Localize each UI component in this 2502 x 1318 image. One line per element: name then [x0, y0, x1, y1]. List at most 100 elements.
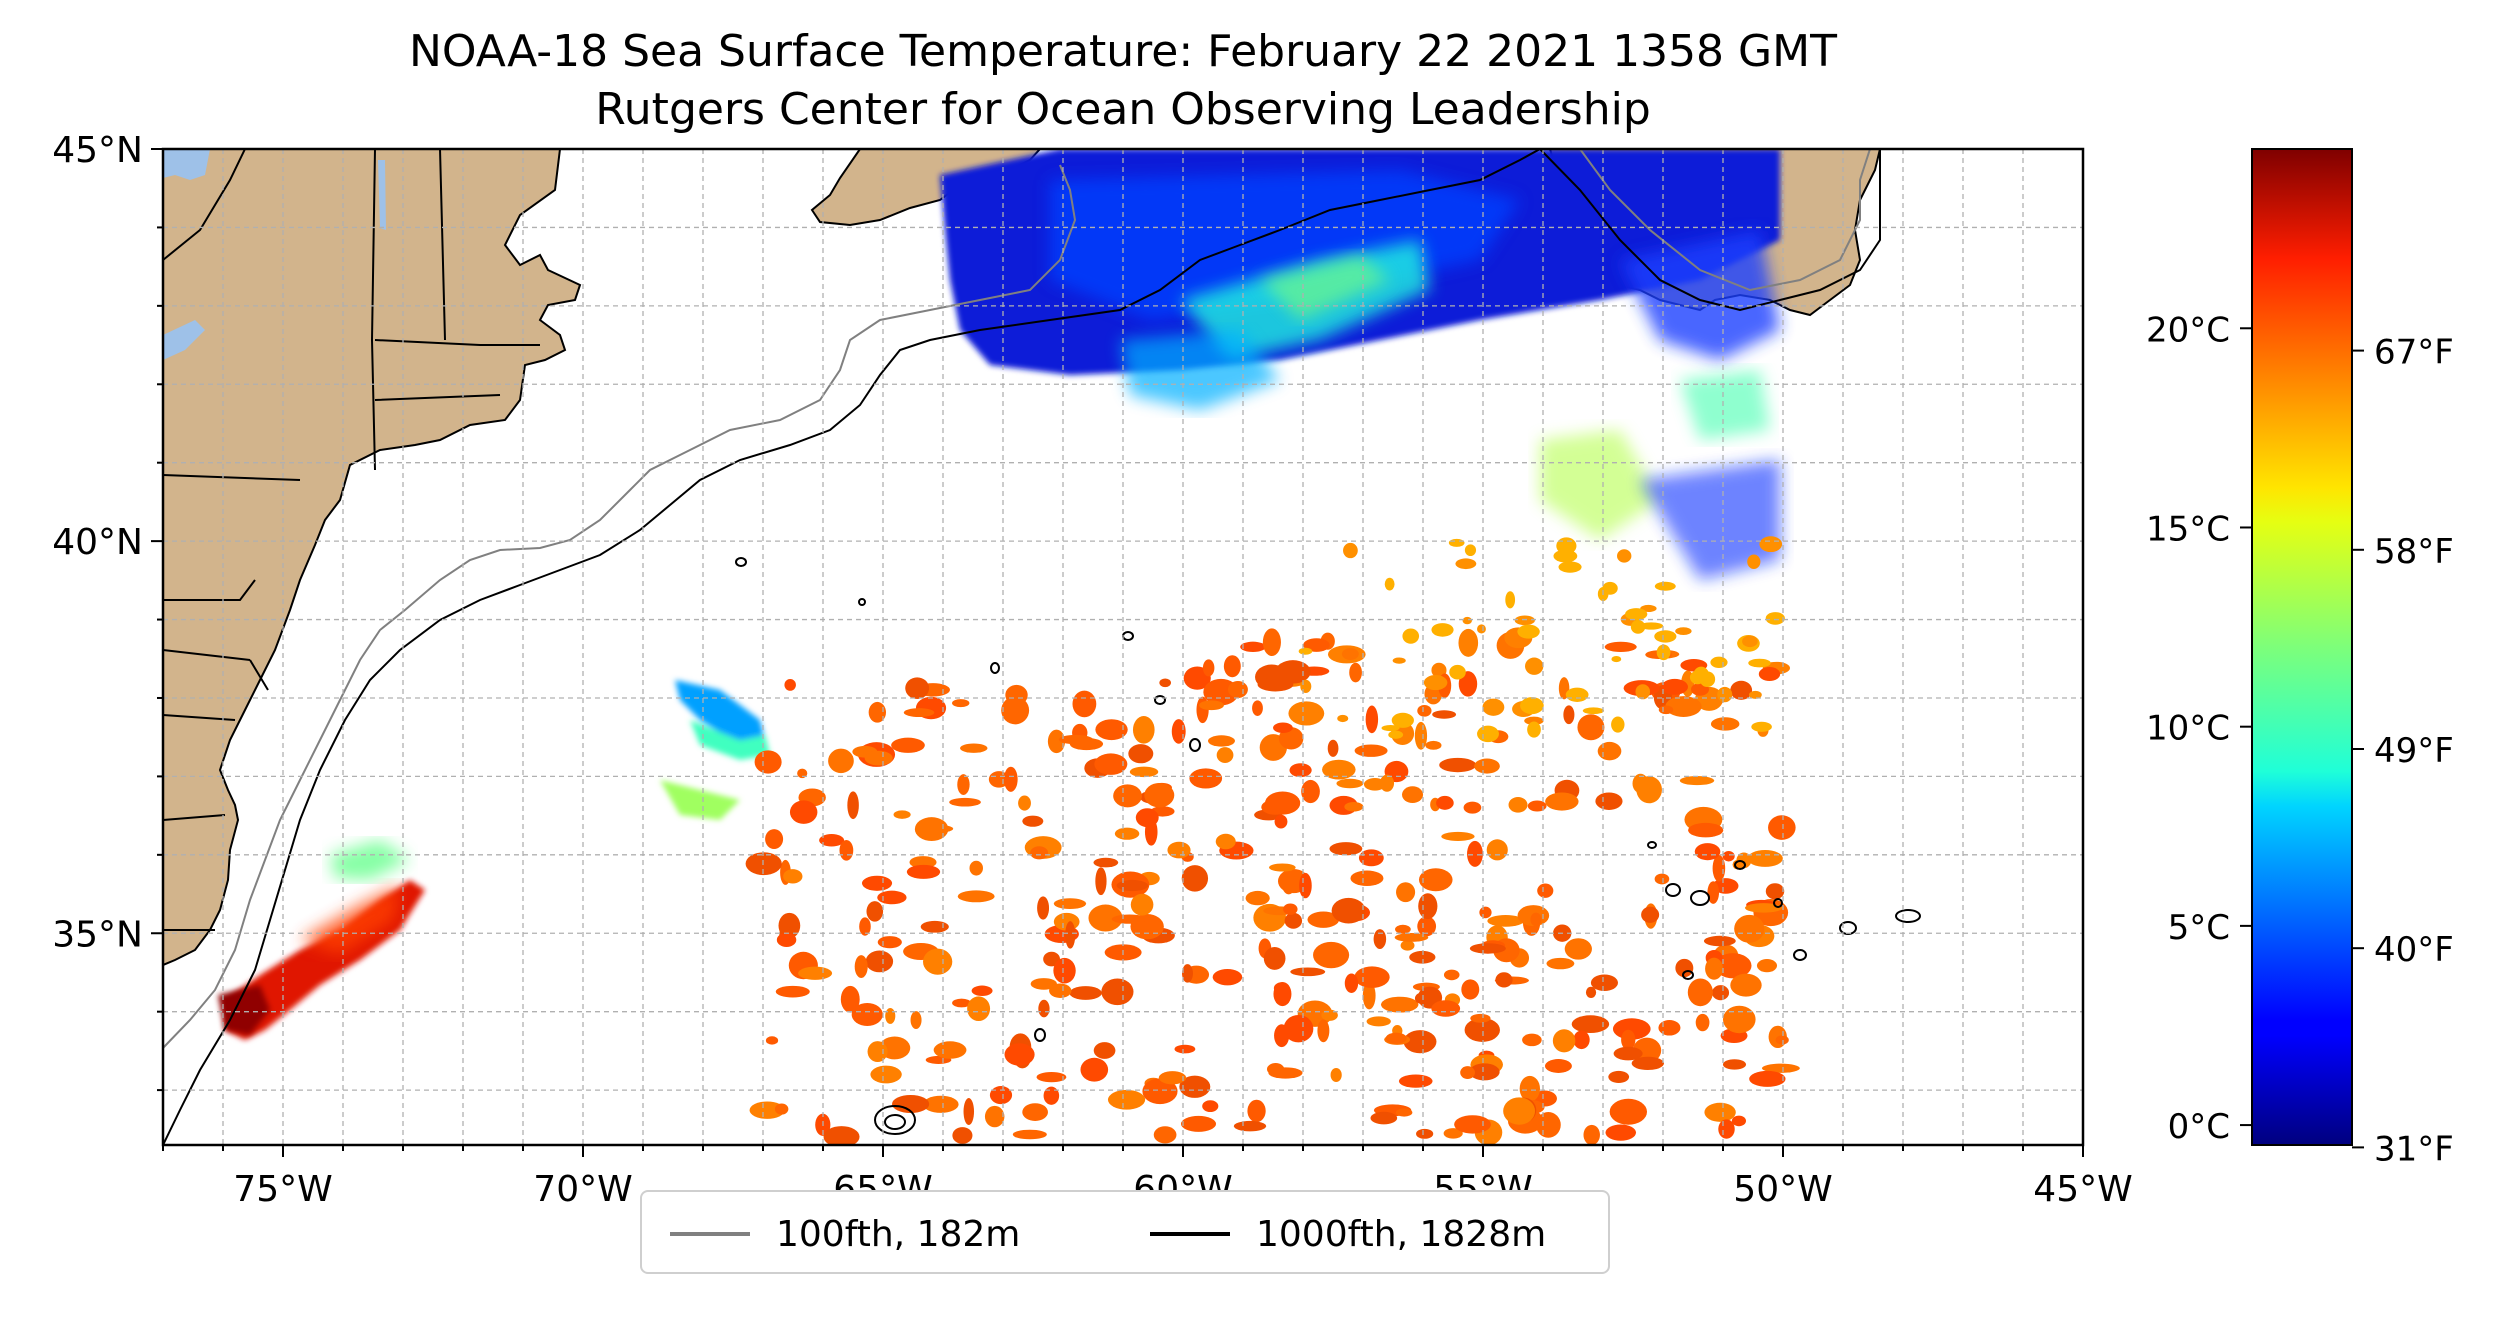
- sst-patch: [1759, 536, 1783, 553]
- sst-patch: [1524, 716, 1544, 725]
- sst-patch: [1181, 865, 1209, 892]
- sst-patch: [1747, 849, 1783, 867]
- sst-patch: [1641, 906, 1660, 923]
- sst-patch: [1458, 671, 1478, 697]
- sst-patch: [1417, 704, 1432, 717]
- sst-patch: [1756, 959, 1778, 973]
- sst-patch: [783, 869, 803, 884]
- sst-patch: [893, 810, 911, 819]
- sst-patch: [1722, 1059, 1747, 1070]
- sst-patch: [1505, 591, 1516, 609]
- sst-patch: [1284, 912, 1303, 929]
- sst-patch: [891, 737, 925, 753]
- sst-patch: [1694, 843, 1721, 861]
- sst-patch: [1761, 1063, 1800, 1073]
- sst-patch: [914, 817, 949, 841]
- sst-patch: [1365, 705, 1379, 734]
- sst-patch: [1189, 768, 1223, 789]
- sst-patch: [1336, 778, 1364, 789]
- sst-patch: [1537, 883, 1554, 898]
- figure-title: NOAA-18 Sea Surface Temperature: Februar…: [409, 26, 1837, 77]
- sst-patch: [1313, 941, 1350, 969]
- sst-patch: [1223, 655, 1241, 678]
- fahrenheit-tick-label: 49°F: [2374, 731, 2454, 771]
- sst-patch: [1018, 795, 1031, 811]
- legend: 100fth, 182m 1000fth, 1828m: [640, 1190, 1610, 1274]
- fahrenheit-tick-label: 67°F: [2374, 333, 2454, 373]
- sst-patch: [1388, 730, 1404, 739]
- sst-patch: [1731, 1115, 1747, 1127]
- sst-patch: [906, 864, 941, 879]
- sst-patch: [1094, 753, 1128, 775]
- sst-patch: [1558, 561, 1582, 573]
- sst-patch: [1463, 801, 1482, 814]
- sst-patch: [1658, 705, 1674, 715]
- sst-patch: [1317, 1019, 1330, 1043]
- sst-patch: [1470, 1013, 1491, 1023]
- sst-patch: [1464, 1017, 1500, 1042]
- sst-patch: [1474, 758, 1500, 774]
- sst-patch: [1303, 638, 1330, 652]
- sst-patch: [1722, 850, 1735, 862]
- sst-patch: [1418, 893, 1438, 920]
- sst-patch: [1448, 538, 1465, 547]
- sst-patch: [765, 829, 784, 849]
- sst-patch: [1366, 1016, 1391, 1027]
- sst-patch: [967, 996, 991, 1022]
- sst-patch: [1749, 1070, 1786, 1087]
- sst-patch: [1417, 916, 1437, 937]
- sst-patch: [1654, 630, 1677, 643]
- sst-patch: [1431, 1000, 1461, 1017]
- sst-patch: [1443, 1128, 1463, 1139]
- sst-patch: [1742, 635, 1758, 648]
- sst-patch: [1283, 903, 1298, 915]
- lon-tick-label: 45°W: [2033, 1169, 2132, 1210]
- sst-patch: [1394, 933, 1429, 942]
- sst-patch: [1400, 940, 1415, 951]
- sst-patch: [1679, 776, 1715, 786]
- sst-patch: [1635, 684, 1651, 700]
- sst-patch: [1088, 904, 1123, 932]
- sst-patch: [1268, 863, 1296, 872]
- sst-patch: [1712, 855, 1726, 882]
- sst-patch: [1080, 1057, 1109, 1082]
- sst-patch: [1443, 969, 1460, 981]
- sst-patch: [864, 750, 893, 766]
- sst-patch: [1617, 549, 1632, 563]
- lon-tick-label: 70°W: [533, 1169, 632, 1210]
- sst-patch: [1344, 801, 1364, 812]
- lake: [163, 320, 205, 360]
- sst-patch: [1262, 628, 1281, 657]
- sst-patch: [988, 771, 1010, 788]
- sst-patch: [798, 966, 833, 980]
- sst-patch: [819, 834, 845, 847]
- figure-subtitle: Rutgers Center for Ocean Observing Leade…: [595, 84, 1651, 135]
- celsius-tick-label: 5°C: [2168, 908, 2230, 948]
- sst-patch: [1179, 1075, 1211, 1098]
- sst-patch: [1604, 641, 1637, 652]
- sst-patch: [1247, 1099, 1266, 1123]
- sst-patch: [1477, 624, 1486, 634]
- sst-patch: [1385, 1032, 1407, 1044]
- fahrenheit-tick-label: 58°F: [2374, 532, 2454, 572]
- sst-patch: [1337, 714, 1349, 723]
- sst-patch: [1556, 537, 1577, 555]
- sst-patch: [1748, 658, 1771, 668]
- sst-patch: [1487, 915, 1525, 927]
- sst-patch: [1744, 903, 1783, 913]
- sst-patch: [1730, 680, 1753, 700]
- sst-patch: [1344, 973, 1359, 993]
- sst-patch: [1199, 700, 1224, 711]
- legend-label: 1000fth, 1828m: [1256, 1213, 1547, 1255]
- sst-patch: [1101, 978, 1134, 1006]
- sst-patch: [1464, 544, 1477, 557]
- sst-patch: [847, 791, 859, 820]
- sst-patch: [903, 708, 935, 718]
- sst-patch: [957, 774, 970, 795]
- sst-patch: [1425, 740, 1442, 750]
- sst-patch: [823, 1126, 860, 1145]
- sst-patch: [1263, 946, 1286, 970]
- sst-patch: [1416, 1128, 1434, 1139]
- sst-patch: [868, 701, 887, 723]
